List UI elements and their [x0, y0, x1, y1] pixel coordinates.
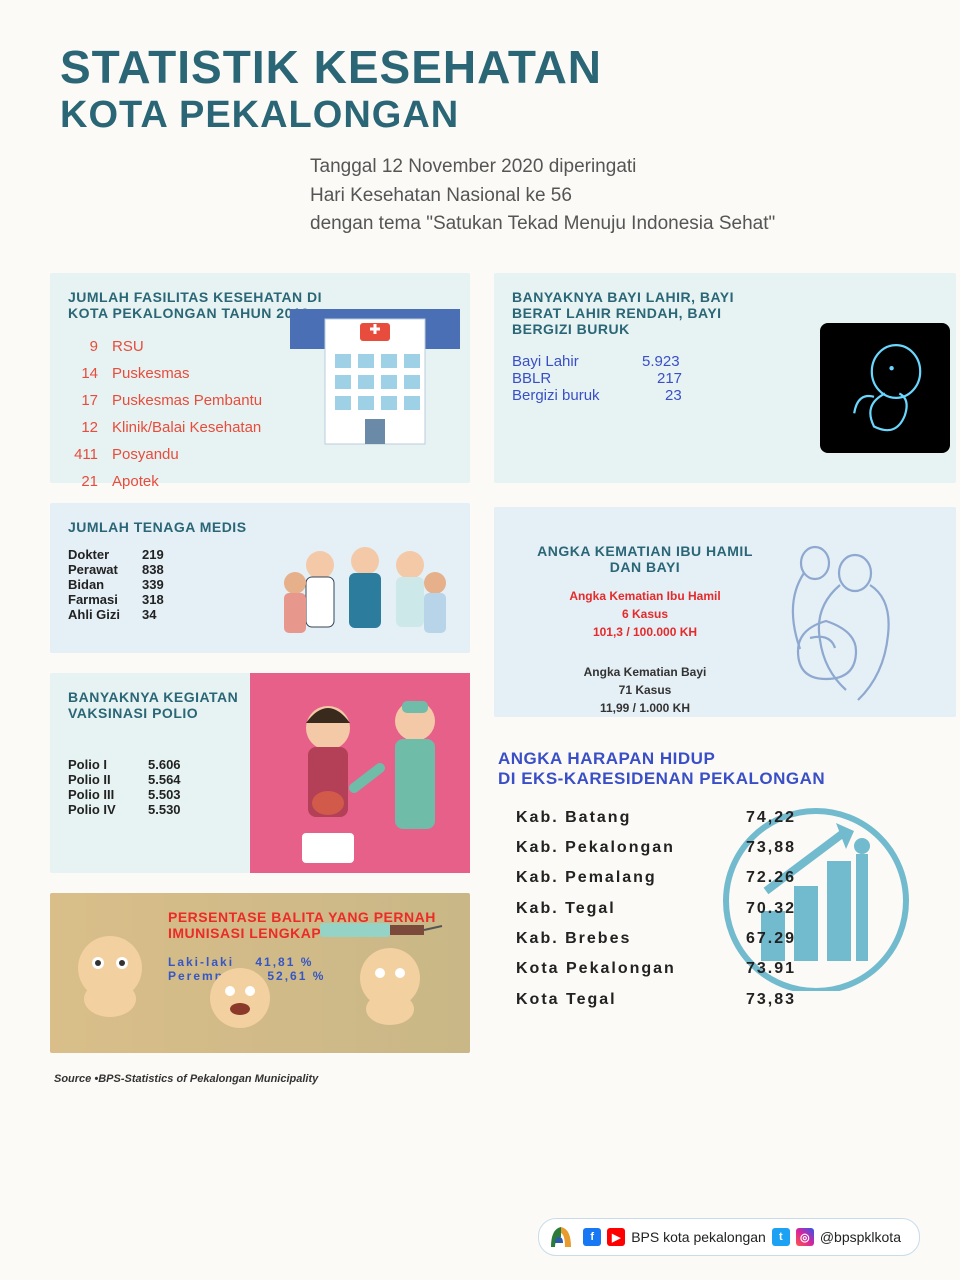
footer-badge: f ▶ BPS kota pekalongan t ◎ @bpspklkota [538, 1218, 920, 1256]
medical-staff-icon [270, 543, 460, 643]
source-text: Source •BPS-Statistics of Pekalongan Mun… [50, 1073, 470, 1085]
harapan-list: Kab. Batang74,22 Kab. Pekalongan73,88 Ka… [516, 803, 952, 1016]
page-subtitle: KOTA PEKALONGAN [60, 94, 910, 137]
twitter-icon: t [772, 1228, 790, 1246]
hospital-icon [290, 309, 460, 449]
left-column: JUMLAH FASILITAS KESEHATAN DI KOTA PEKAL… [50, 273, 470, 1085]
fetus-icon [820, 323, 950, 453]
card-title: JUMLAH TENAGA MEDIS [68, 519, 452, 535]
header: STATISTIK KESEHATAN KOTA PEKALONGAN Tang… [0, 0, 960, 249]
instagram-icon: ◎ [796, 1228, 814, 1246]
babies-icon [50, 903, 470, 1053]
intro-text: Tanggal 12 November 2020 diperingati Har… [310, 153, 910, 239]
card-title: ANGKA KEMATIAN IBU HAMIL DAN BAYI [530, 543, 760, 575]
list-item: Kab. Batang74,22 [516, 803, 952, 833]
card-imunisasi: PERSENTASE BALITA YANG PERNAH IMUNISASI … [50, 893, 470, 1053]
kematian-bayi: Angka Kematian Bayi 71 Kasus 11,99 / 1.0… [530, 663, 760, 717]
page-title: STATISTIK KESEHATAN [60, 40, 910, 94]
list-item: 21Apotek [68, 468, 452, 495]
intro-line: Hari Kesehatan Nasional ke 56 [310, 182, 910, 211]
bps-logo-icon [545, 1223, 577, 1251]
footer-handle: @bpspklkota [820, 1229, 901, 1245]
list-item: Kota Tegal73,83 [516, 985, 952, 1015]
card-polio: BANYAKNYA KEGIATAN VAKSINASI POLIO Polio… [50, 673, 470, 873]
vaccination-icon [250, 673, 470, 873]
card-title: JUMLAH FASILITAS KESEHATAN DI KOTA PEKAL… [68, 289, 328, 321]
list-item: Kab. Brebes67.29 [516, 924, 952, 954]
card-title: BANYAKNYA BAYI LAHIR, BAYI BERAT LAHIR R… [512, 289, 742, 337]
list-item: Kab. Pemalang72.26 [516, 863, 952, 893]
card-title: BANYAKNYA KEGIATAN VAKSINASI POLIO [68, 689, 248, 721]
kematian-ibu: Angka Kematian Ibu Hamil 6 Kasus 101,3 /… [530, 587, 760, 641]
pregnant-icon [760, 543, 920, 738]
footer-text: BPS kota pekalongan [631, 1229, 766, 1245]
card-bbl: BANYAKNYA BAYI LAHIR, BAYI BERAT LAHIR R… [494, 273, 956, 483]
card-facilities: JUMLAH FASILITAS KESEHATAN DI KOTA PEKAL… [50, 273, 470, 483]
card-title: ANGKA HARAPAN HIDUP DI EKS-KARESIDENAN P… [498, 749, 952, 789]
facebook-icon: f [583, 1228, 601, 1246]
card-harapan: ANGKA HARAPAN HIDUP DI EKS-KARESIDENAN P… [494, 741, 956, 1024]
card-kematian: ANGKA KEMATIAN IBU HAMIL DAN BAYI Angka … [494, 507, 956, 717]
card-tenaga: JUMLAH TENAGA MEDIS Dokter219 Perawat838… [50, 503, 470, 653]
youtube-icon: ▶ [607, 1228, 625, 1246]
list-item: Kab. Tegal70.32 [516, 894, 952, 924]
list-item: Kab. Pekalongan73,88 [516, 833, 952, 863]
intro-line: dengan tema "Satukan Tekad Menuju Indone… [310, 210, 910, 239]
intro-line: Tanggal 12 November 2020 diperingati [310, 153, 910, 182]
list-item: Kota Pekalongan73.91 [516, 954, 952, 984]
right-column: BANYAKNYA BAYI LAHIR, BAYI BERAT LAHIR R… [494, 273, 956, 1085]
